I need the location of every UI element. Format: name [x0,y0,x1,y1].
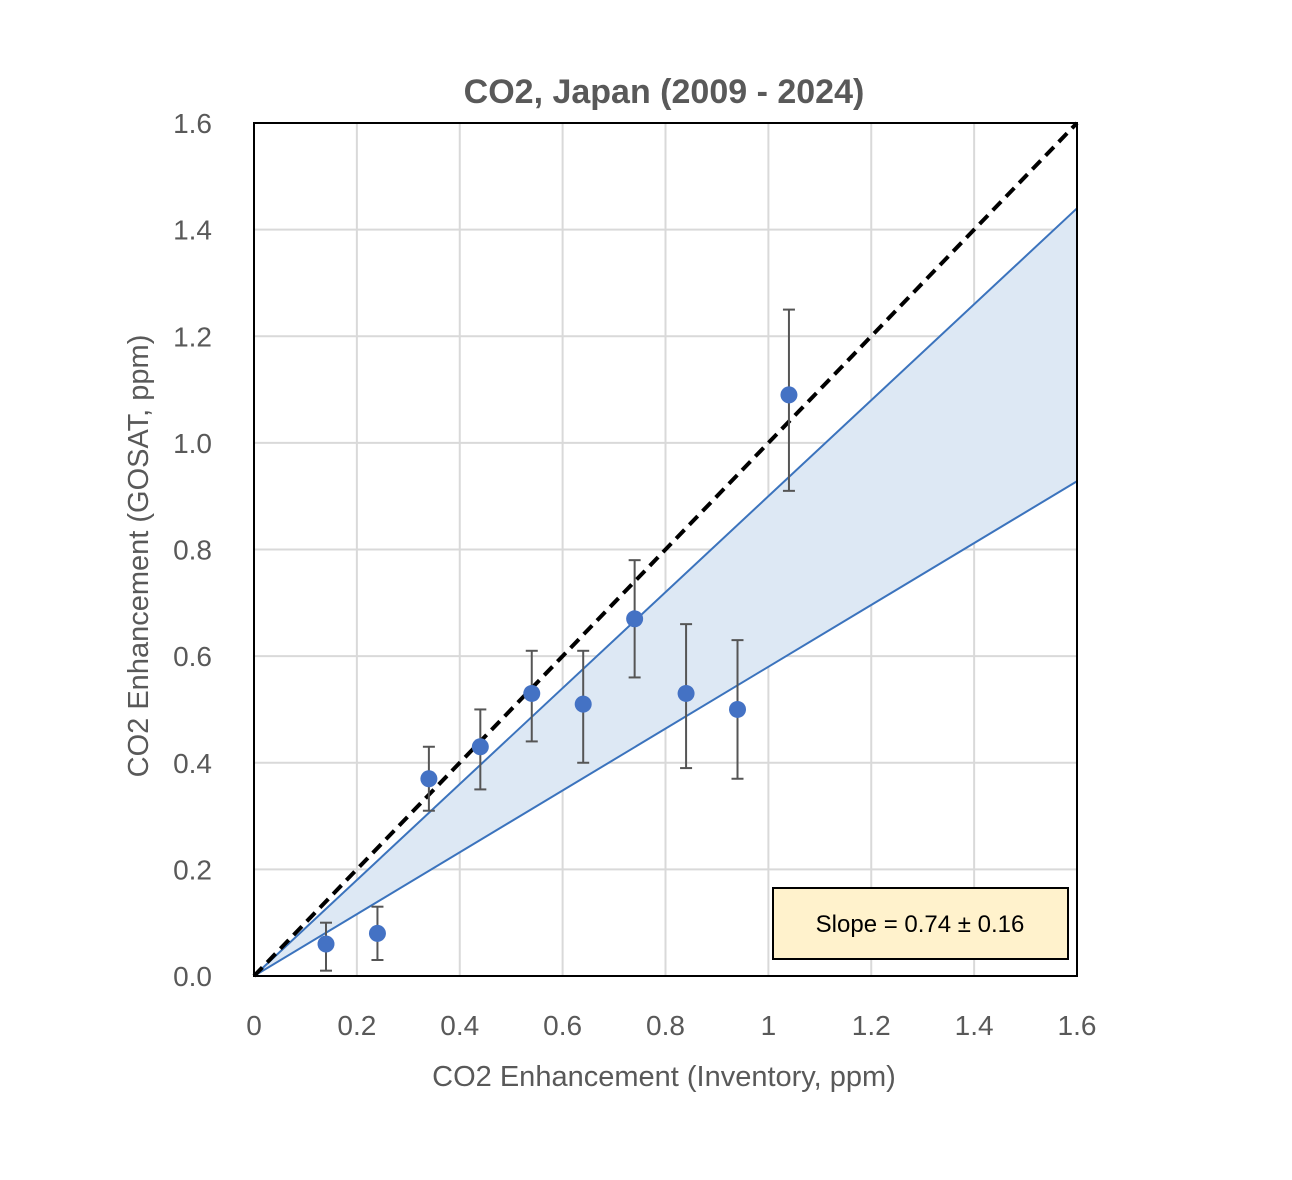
slope-band [253,207,1078,977]
x-tick-label: 1.4 [955,1010,994,1041]
data-point [729,700,747,718]
data-point [368,924,386,942]
upper-slope-line [253,207,1078,977]
lower-slope-line [253,480,1078,977]
plot-frame [253,122,1078,977]
one-to-one-line [252,121,1079,978]
x-tick-label: 0 [246,1010,262,1041]
y-tick-label: 0.8 [173,535,212,566]
reference-line [252,121,1079,978]
x-tick-label: 1.6 [1058,1010,1097,1041]
x-tick-label: 0.8 [646,1010,685,1041]
y-tick-label: 1.2 [173,321,212,352]
data-point [317,935,335,953]
y-tick-label: 0.4 [173,748,212,779]
y-tick-label: 1.0 [173,428,212,459]
x-tick-label: 0.2 [337,1010,376,1041]
x-tick-label: 1.2 [852,1010,891,1041]
x-tick-label: 0.6 [543,1010,582,1041]
y-tick-label: 1.4 [173,215,212,246]
y-axis-title: CO2 Enhancement (GOSAT, ppm) [123,335,155,778]
data-point [626,610,644,628]
data-points [317,386,798,953]
slope-annotation: Slope = 0.74 ± 0.16 [772,887,1069,960]
x-tick-label: 0.4 [440,1010,479,1041]
data-point [523,684,541,702]
y-tick-label: 0.2 [173,854,212,885]
slope-annotation-box [772,887,1069,960]
slope-annotation-text: Slope = 0.74 ± 0.16 [816,911,1025,938]
data-point [677,684,695,702]
data-point [780,386,798,404]
data-point [574,695,592,713]
data-point [420,770,438,788]
x-axis-title: CO2 Enhancement (Inventory, ppm) [432,1061,896,1093]
x-tick-label: 1 [761,1010,777,1041]
chart-title: CO2, Japan (2009 - 2024) [464,73,865,111]
y-tick-labels: 0.0 0.2 0.4 0.6 0.8 1.0 1.2 1.4 1.6 [173,108,212,992]
data-point [471,738,489,756]
y-tick-label: 0.6 [173,641,212,672]
y-tick-label: 0.0 [173,961,212,992]
y-tick-label: 1.6 [173,108,212,139]
x-tick-labels: 0 0.2 0.4 0.6 0.8 1 1.2 1.4 1.6 [246,1010,1096,1041]
